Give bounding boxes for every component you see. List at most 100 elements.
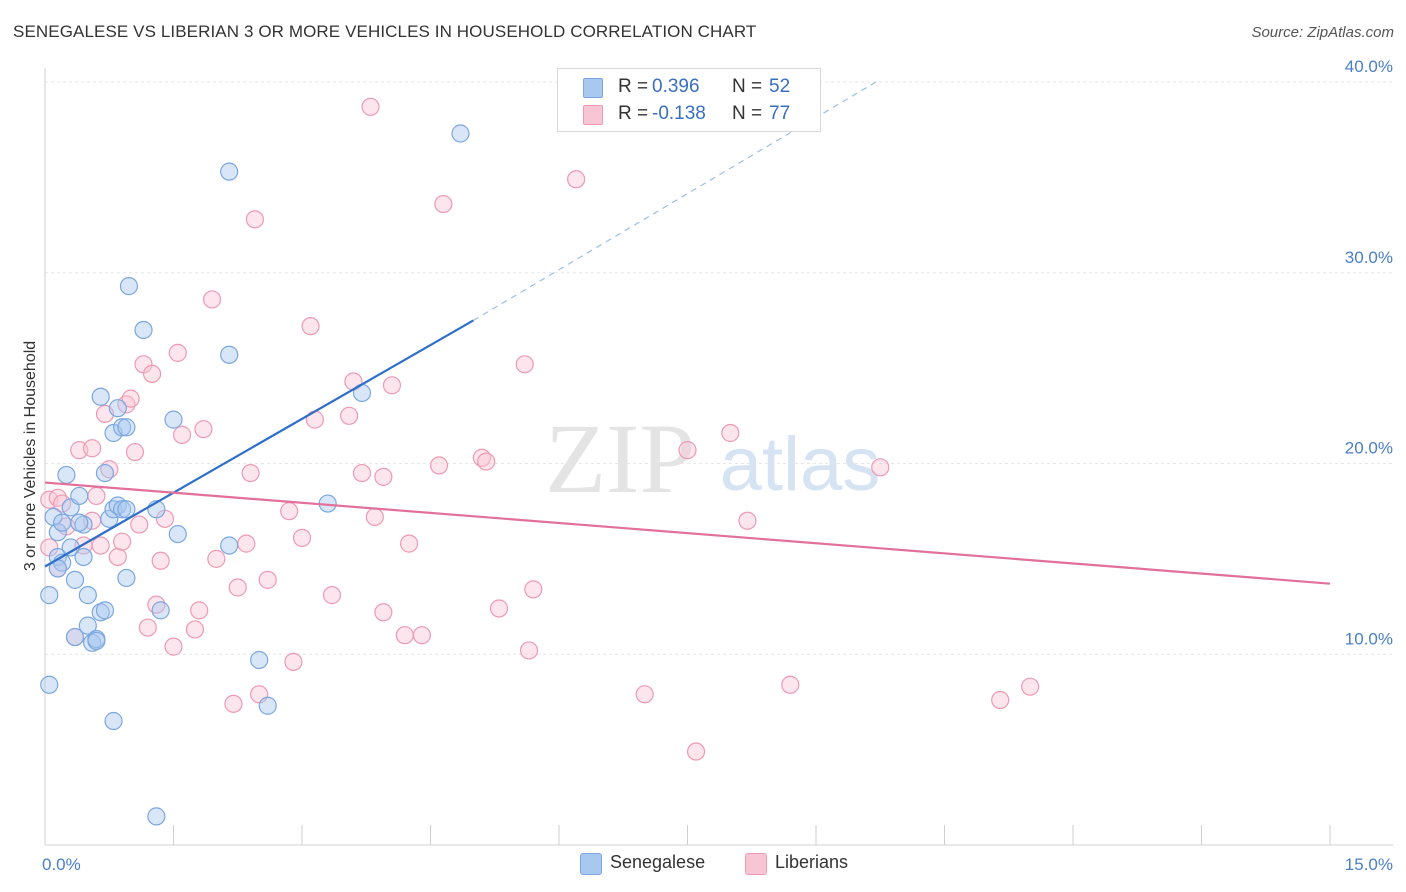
liberians-point xyxy=(374,603,393,622)
senegalese-point xyxy=(70,486,89,506)
liberians-point xyxy=(125,442,145,462)
liberians-point xyxy=(738,511,757,530)
legend-swatch-liberians xyxy=(745,853,767,875)
senegalese-point xyxy=(117,418,136,437)
legend-r-label: R = xyxy=(618,103,649,124)
senegalese-trend-line xyxy=(44,319,474,568)
watermark-atlas: atlas xyxy=(720,422,881,507)
liberians-point xyxy=(515,355,534,374)
y-tick-label: 40.0% xyxy=(1345,57,1393,76)
senegalese-point xyxy=(78,616,97,635)
liberians-points xyxy=(40,97,1040,761)
senegalese-point xyxy=(147,807,166,826)
liberians-point xyxy=(194,420,213,439)
liberians-point xyxy=(142,364,162,383)
liberians-point xyxy=(519,641,539,660)
watermark-zip: ZIP xyxy=(545,403,695,514)
liberians-point xyxy=(678,441,697,460)
liberians-point xyxy=(168,343,187,362)
senegalese-point xyxy=(250,650,269,670)
senegalese-point xyxy=(117,500,136,519)
liberians-point xyxy=(112,532,132,551)
y-tick-label: 30.0% xyxy=(1345,248,1393,267)
liberians-point xyxy=(301,317,320,336)
liberians-point xyxy=(991,690,1010,710)
liberians-point xyxy=(87,486,106,506)
senegalese-point xyxy=(104,711,123,731)
senegalese-point xyxy=(168,524,187,544)
grid-lines xyxy=(45,81,1395,655)
liberians-point xyxy=(91,536,110,555)
legend-r-label: R = xyxy=(618,76,649,97)
liberians-point xyxy=(412,626,432,645)
stats-legend: R = 0.396 N = 52 R = -0.138 N = 77 xyxy=(557,68,821,132)
senegalese-point xyxy=(95,601,115,620)
liberians-point xyxy=(399,534,419,553)
liberians-trend-line xyxy=(44,481,1331,585)
senegalese-point xyxy=(40,586,59,605)
senegalese-point xyxy=(112,418,132,437)
senegalese-point xyxy=(151,601,170,620)
liberians-point xyxy=(1021,677,1040,696)
liberians-point xyxy=(121,389,140,408)
liberians-point xyxy=(202,290,222,309)
liberians-point xyxy=(280,502,299,521)
senegalese-point xyxy=(78,586,97,605)
axes: 10.0% 20.0% 30.0% 40.0% 0.0% 15.0% xyxy=(42,57,1393,874)
liberians-point xyxy=(172,425,192,444)
senegalese-points xyxy=(40,124,470,826)
watermark: ZIP atlas xyxy=(545,403,880,514)
senegalese-point xyxy=(451,124,470,143)
senegalese-point xyxy=(87,631,106,650)
senegalese-point xyxy=(65,627,85,647)
senegalese-point xyxy=(258,696,277,715)
liberians-point xyxy=(190,601,209,620)
liberians-point xyxy=(635,685,654,704)
chart-title: SENEGALESE VS LIBERIAN 3 OR MORE VEHICLE… xyxy=(13,22,757,41)
y-axis-label: 3 or more Vehicles in Household xyxy=(22,341,39,571)
liberians-point xyxy=(224,694,243,713)
liberians-point xyxy=(258,570,277,589)
senegalese-point xyxy=(220,345,239,364)
liberians-point xyxy=(477,452,496,471)
liberians-point xyxy=(284,652,303,671)
legend-label-liberians: Liberians xyxy=(775,852,849,872)
legend-r-value: 0.396 xyxy=(652,76,700,97)
liberians-point xyxy=(138,618,157,637)
liberians-point xyxy=(130,515,149,534)
liberians-point xyxy=(382,376,402,395)
senegalese-point xyxy=(119,277,139,296)
liberians-point xyxy=(365,507,384,527)
liberians-point xyxy=(781,675,800,694)
liberians-point xyxy=(185,620,205,639)
liberians-point xyxy=(524,580,543,599)
liberians-point xyxy=(686,742,706,761)
senegalese-point xyxy=(95,463,115,483)
senegalese-point xyxy=(74,547,93,567)
source-label: Source: ZipAtlas.com xyxy=(1251,24,1394,41)
liberians-point xyxy=(871,458,890,477)
legend-n-value: 77 xyxy=(769,103,791,124)
senegalese-point xyxy=(220,536,239,555)
senegalese-point xyxy=(65,570,85,589)
liberians-point xyxy=(489,599,509,618)
legend-n-value: 52 xyxy=(769,76,791,97)
senegalese-point xyxy=(117,568,136,588)
y-tick-label: 20.0% xyxy=(1345,439,1393,458)
senegalese-point xyxy=(40,675,59,694)
legend-n-label: N = xyxy=(732,76,763,97)
x-tick-label-min: 0.0% xyxy=(42,855,81,874)
liberians-point xyxy=(245,210,264,229)
senegalese-point xyxy=(112,500,132,519)
legend-swatch-senegalese xyxy=(583,78,603,98)
liberians-point xyxy=(228,578,247,597)
senegalese-point xyxy=(134,320,153,340)
liberians-point xyxy=(108,547,127,567)
liberians-point xyxy=(241,463,260,483)
liberians-point xyxy=(567,170,586,189)
senegalese-point xyxy=(100,509,119,528)
x-tick-label-max: 15.0% xyxy=(1345,855,1393,874)
liberians-point xyxy=(53,494,72,513)
senegalese-point xyxy=(48,523,67,542)
liberians-point xyxy=(237,534,256,553)
